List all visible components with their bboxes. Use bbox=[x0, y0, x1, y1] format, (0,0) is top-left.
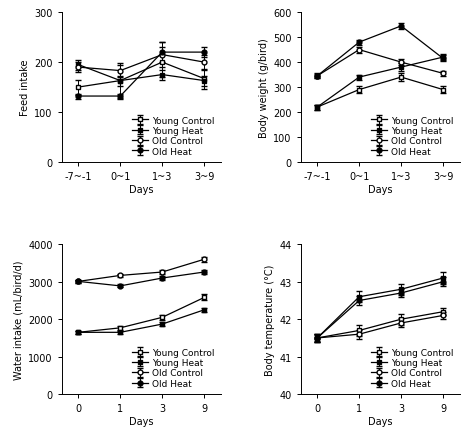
Y-axis label: Body weight (g/bird): Body weight (g/bird) bbox=[259, 38, 269, 138]
Y-axis label: Water intake (mL/bird/d): Water intake (mL/bird/d) bbox=[14, 260, 24, 379]
X-axis label: Days: Days bbox=[368, 416, 392, 426]
Legend: Young Control, Young Heat, Old Control, Old Heat: Young Control, Young Heat, Old Control, … bbox=[369, 114, 455, 158]
X-axis label: Days: Days bbox=[129, 416, 154, 426]
Legend: Young Control, Young Heat, Old Control, Old Heat: Young Control, Young Heat, Old Control, … bbox=[369, 346, 455, 390]
Y-axis label: Feed intake: Feed intake bbox=[20, 60, 30, 116]
Legend: Young Control, Young Heat, Old Control, Old Heat: Young Control, Young Heat, Old Control, … bbox=[130, 114, 216, 158]
Y-axis label: Body temperature (°C): Body temperature (°C) bbox=[265, 264, 275, 375]
Legend: Young Control, Young Heat, Old Control, Old Heat: Young Control, Young Heat, Old Control, … bbox=[130, 346, 216, 390]
X-axis label: Days: Days bbox=[368, 184, 392, 194]
X-axis label: Days: Days bbox=[129, 184, 154, 194]
